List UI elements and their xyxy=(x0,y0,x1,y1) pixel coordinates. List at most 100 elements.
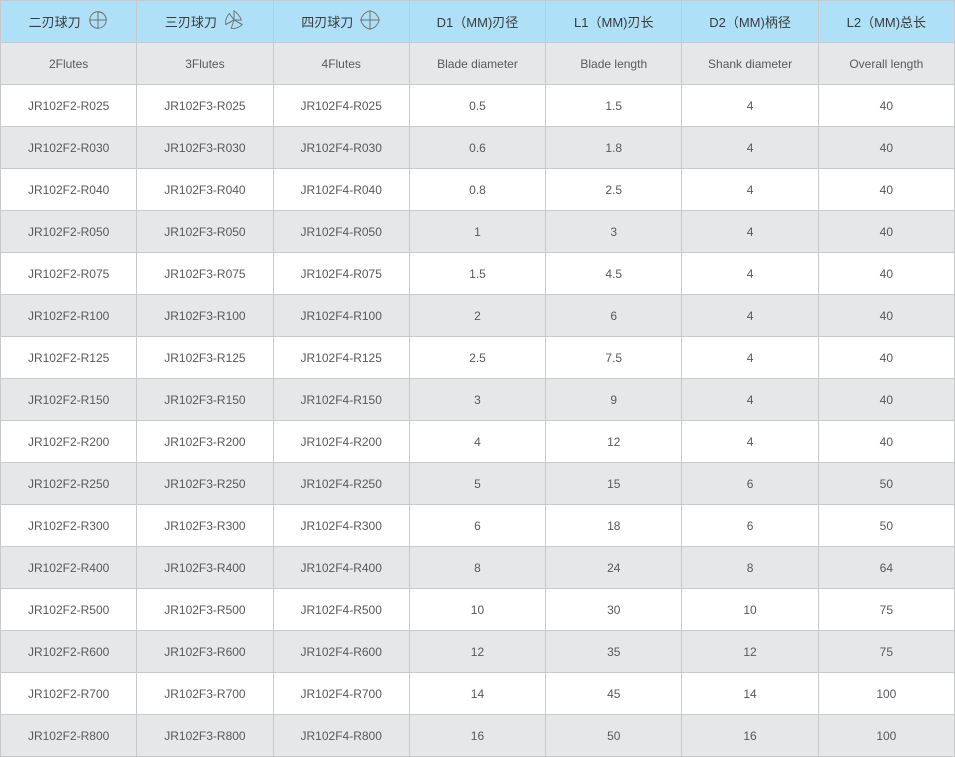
col-header: 二刃球刀 xyxy=(1,1,137,43)
cell: 4 xyxy=(682,211,818,253)
col-header: L1（MM)刃长 xyxy=(546,1,682,43)
cell: JR102F3-R200 xyxy=(137,421,273,463)
table-row: JR102F2-R030JR102F3-R030JR102F4-R0300.61… xyxy=(1,127,955,169)
cell: JR102F2-R100 xyxy=(1,295,137,337)
table-row: JR102F2-R500JR102F3-R500JR102F4-R5001030… xyxy=(1,589,955,631)
col-title: 四刃球刀 xyxy=(301,12,353,31)
subheader-row: 2Flutes3Flutes4FlutesBlade diameterBlade… xyxy=(1,43,955,85)
col-title: D2（MM)柄径 xyxy=(709,12,791,31)
cell: JR102F4-R100 xyxy=(273,295,409,337)
cell: JR102F2-R040 xyxy=(1,169,137,211)
table-row: JR102F2-R200JR102F3-R200JR102F4-R2004124… xyxy=(1,421,955,463)
cell: JR102F2-R250 xyxy=(1,463,137,505)
cell: JR102F3-R600 xyxy=(137,631,273,673)
cell: JR102F4-R125 xyxy=(273,337,409,379)
cell: JR102F2-R800 xyxy=(1,715,137,757)
cell: JR102F2-R300 xyxy=(1,505,137,547)
col-header: D2（MM)柄径 xyxy=(682,1,818,43)
col-title: L2（MM)总长 xyxy=(847,12,926,31)
cell: 9 xyxy=(546,379,682,421)
cell: JR102F2-R150 xyxy=(1,379,137,421)
col-header: 四刃球刀 xyxy=(273,1,409,43)
cell: 1 xyxy=(409,211,545,253)
table-row: JR102F2-R075JR102F3-R075JR102F4-R0751.54… xyxy=(1,253,955,295)
cell: JR102F3-R150 xyxy=(137,379,273,421)
cell: JR102F3-R100 xyxy=(137,295,273,337)
cell: JR102F2-R400 xyxy=(1,547,137,589)
cell: 45 xyxy=(546,673,682,715)
cell: 3 xyxy=(546,211,682,253)
cell: JR102F4-R600 xyxy=(273,631,409,673)
cell: JR102F2-R700 xyxy=(1,673,137,715)
cell: 8 xyxy=(682,547,818,589)
cell: 10 xyxy=(682,589,818,631)
cell: JR102F4-R040 xyxy=(273,169,409,211)
cell: 7.5 xyxy=(546,337,682,379)
cell: 40 xyxy=(818,85,954,127)
cell: JR102F4-R500 xyxy=(273,589,409,631)
cell: JR102F3-R050 xyxy=(137,211,273,253)
col-header: D1（MM)刃径 xyxy=(409,1,545,43)
cell: 14 xyxy=(682,673,818,715)
cell: 6 xyxy=(546,295,682,337)
cell: JR102F3-R400 xyxy=(137,547,273,589)
col-subheader: Overall length xyxy=(818,43,954,85)
cell: JR102F4-R250 xyxy=(273,463,409,505)
cell: 50 xyxy=(546,715,682,757)
cell: 4 xyxy=(682,295,818,337)
cell: 3 xyxy=(409,379,545,421)
cell: 2.5 xyxy=(409,337,545,379)
cell: JR102F4-R800 xyxy=(273,715,409,757)
cell: JR102F2-R030 xyxy=(1,127,137,169)
col-header: L2（MM)总长 xyxy=(818,1,954,43)
cell: 64 xyxy=(818,547,954,589)
table-head: 二刃球刀三刃球刀四刃球刀D1（MM)刃径L1（MM)刃长D2（MM)柄径L2（M… xyxy=(1,1,955,85)
cell: 0.8 xyxy=(409,169,545,211)
flute2-icon xyxy=(87,9,109,34)
cell: 4 xyxy=(409,421,545,463)
cell: 16 xyxy=(682,715,818,757)
col-subheader: 2Flutes xyxy=(1,43,137,85)
cell: 6 xyxy=(682,505,818,547)
cell: JR102F2-R500 xyxy=(1,589,137,631)
col-title: L1（MM)刃长 xyxy=(574,12,653,31)
cell: 14 xyxy=(409,673,545,715)
cell: JR102F2-R025 xyxy=(1,85,137,127)
cell: 0.6 xyxy=(409,127,545,169)
cell: 75 xyxy=(818,589,954,631)
cell: 16 xyxy=(409,715,545,757)
spec-table: 二刃球刀三刃球刀四刃球刀D1（MM)刃径L1（MM)刃长D2（MM)柄径L2（M… xyxy=(0,0,955,757)
cell: 75 xyxy=(818,631,954,673)
cell: JR102F3-R025 xyxy=(137,85,273,127)
cell: 40 xyxy=(818,337,954,379)
header-row: 二刃球刀三刃球刀四刃球刀D1（MM)刃径L1（MM)刃长D2（MM)柄径L2（M… xyxy=(1,1,955,43)
cell: 0.5 xyxy=(409,85,545,127)
table-row: JR102F2-R800JR102F3-R800JR102F4-R8001650… xyxy=(1,715,955,757)
table-row: JR102F2-R700JR102F3-R700JR102F4-R7001445… xyxy=(1,673,955,715)
cell: 24 xyxy=(546,547,682,589)
cell: JR102F4-R400 xyxy=(273,547,409,589)
cell: 35 xyxy=(546,631,682,673)
cell: 1.8 xyxy=(546,127,682,169)
cell: 4 xyxy=(682,127,818,169)
cell: 40 xyxy=(818,211,954,253)
cell: 5 xyxy=(409,463,545,505)
table-row: JR102F2-R250JR102F3-R250JR102F4-R2505156… xyxy=(1,463,955,505)
flute3-icon xyxy=(223,9,245,34)
col-subheader: 3Flutes xyxy=(137,43,273,85)
cell: 4 xyxy=(682,379,818,421)
cell: JR102F3-R700 xyxy=(137,673,273,715)
col-subheader: 4Flutes xyxy=(273,43,409,85)
col-title: 二刃球刀 xyxy=(29,12,81,31)
cell: 2.5 xyxy=(546,169,682,211)
col-title: D1（MM)刃径 xyxy=(437,12,519,31)
cell: JR102F2-R600 xyxy=(1,631,137,673)
cell: 8 xyxy=(409,547,545,589)
cell: JR102F3-R030 xyxy=(137,127,273,169)
cell: 4 xyxy=(682,337,818,379)
cell: 4 xyxy=(682,421,818,463)
cell: 40 xyxy=(818,127,954,169)
cell: 40 xyxy=(818,379,954,421)
table-body: JR102F2-R025JR102F3-R025JR102F4-R0250.51… xyxy=(1,85,955,757)
cell: JR102F3-R300 xyxy=(137,505,273,547)
